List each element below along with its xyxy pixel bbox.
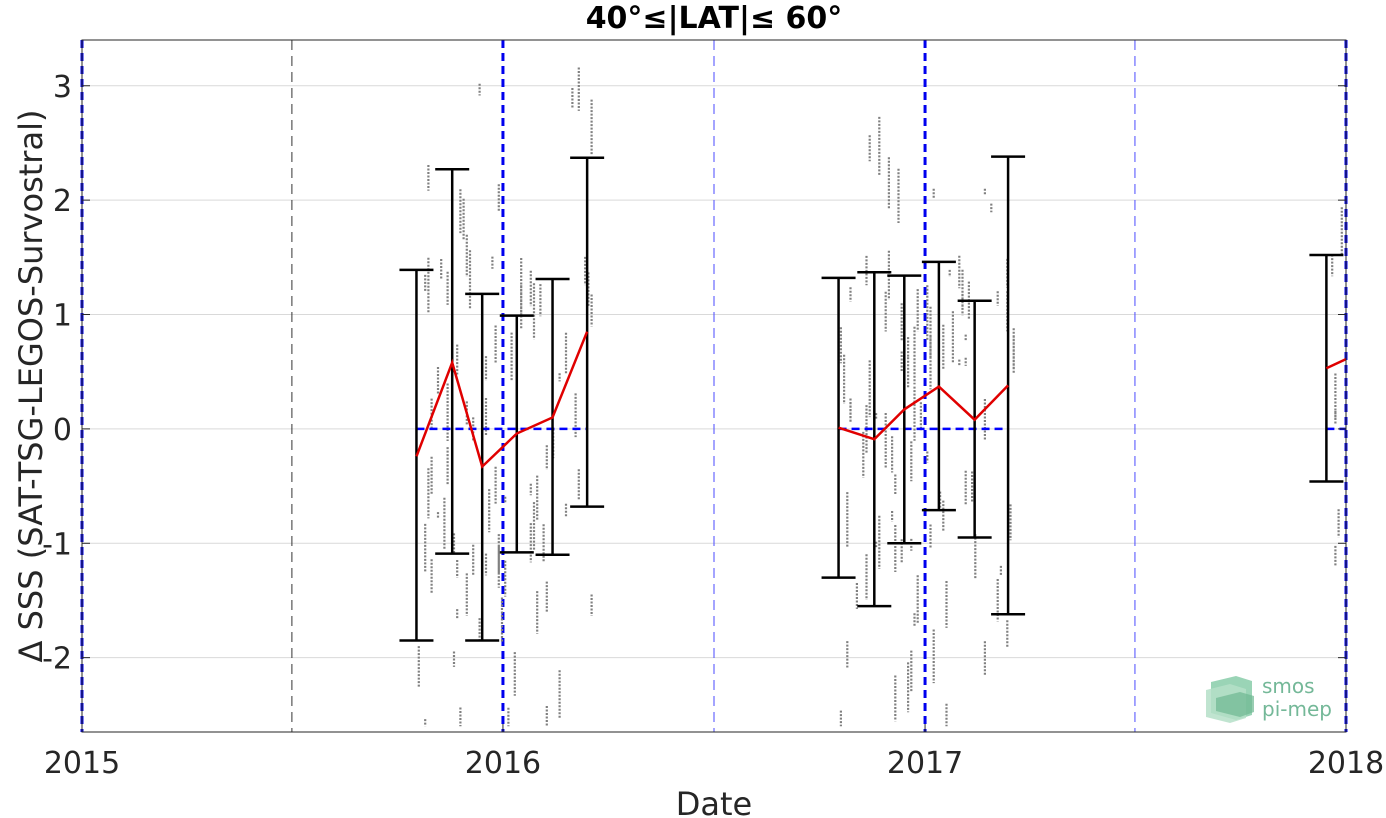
chart-title: 40°≤|LAT|≤ 60°: [586, 1, 843, 36]
logo-text-line1: smos: [1262, 674, 1315, 698]
x-tick-label: 2017: [887, 746, 963, 781]
y-tick-label: 2: [53, 184, 72, 219]
y-tick-label: 0: [53, 413, 72, 448]
error-bars: [399, 155, 1344, 642]
x-tick-label: 2016: [465, 746, 541, 781]
logo-text-line2: pi-mep: [1262, 697, 1332, 721]
y-tick-label: 1: [53, 299, 72, 334]
x-axis-label: Date: [676, 785, 752, 818]
y-tick-labels: 3 2 1 0 -1 -2: [42, 70, 1346, 677]
smos-pi-mep-logo: smos pi-mep: [1206, 674, 1332, 723]
plot-frame: [81, 39, 1347, 733]
mean-line-segment: [838, 384, 1009, 441]
mean-line-segment: [1325, 357, 1347, 370]
y-tick-label: -2: [42, 642, 72, 677]
x-tick-label: 2015: [44, 746, 120, 781]
mean-line: [415, 331, 1347, 469]
y-axis-label: Δ SSS (SAT-TSG-LEGOS-Survostral): [12, 110, 50, 663]
x-tick-labels: 2015 2016 2017 2018: [44, 724, 1384, 781]
y-tick-label: -1: [42, 527, 72, 562]
x-tick-label: 2018: [1308, 746, 1384, 781]
logo-mark: [1206, 676, 1254, 723]
date-separator-lines: [80, 40, 1348, 732]
scatter-points: [417, 67, 1343, 727]
y-tick-label: 3: [53, 70, 72, 105]
scatter-streaks: [417, 67, 1343, 727]
mean-line-segment: [415, 331, 589, 469]
